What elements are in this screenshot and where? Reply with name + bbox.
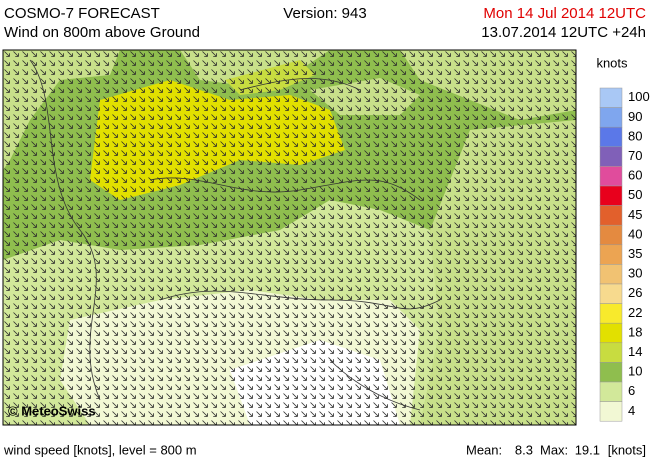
legend-swatch [599,126,623,148]
mean-label: Mean: [466,442,502,457]
legend-swatch [599,107,623,128]
run-time: 13.07.2014 12UTC +24h [481,24,646,41]
mean-value: 8.3 [515,442,533,457]
version: Version: 943 [283,5,366,22]
legend-swatch [599,87,623,108]
legend-label: 90 [628,109,642,124]
legend-swatch [599,322,623,344]
map-frame [2,49,577,426]
legend-swatch [599,146,623,167]
legend-label: 18 [628,324,642,339]
legend-label: 40 [628,226,642,241]
legend-label: 6 [628,383,635,398]
legend-swatch [599,283,623,304]
legend-label: 100 [628,89,650,104]
legend-swatch [599,244,623,265]
title: COSMO-7 FORECAST [4,5,160,22]
legend-label: 60 [628,168,642,183]
valid-time: Mon 14 Jul 2014 12UTC [483,5,646,22]
legend-swatch [599,166,623,187]
legend-swatch [599,185,623,206]
legend-label: 45 [628,207,642,222]
legend-swatch [599,342,623,363]
legend-title: knots [596,55,628,70]
legend-label: 22 [628,305,642,320]
legend-label: 26 [628,285,642,300]
copyright: © MeteoSwiss [8,403,96,418]
wind-arrows [3,50,576,425]
max-value: 19.1 [575,442,600,457]
legend-label: 14 [628,344,642,359]
legend-swatch [599,205,623,226]
legend-label: 4 [628,403,635,418]
unit: [knots] [608,442,646,457]
borders [29,59,441,411]
legend-swatch [599,381,623,402]
subtitle: Wind on 800m above Ground [4,24,200,41]
footer-description: wind speed [knots], level = 800 m [3,442,197,457]
legend-label: 30 [628,266,642,281]
legend-label: 80 [628,128,642,143]
legend-label: 70 [628,148,642,163]
legend-label: 50 [628,187,642,202]
legend-swatch [599,224,623,246]
map: © MeteoSwiss [3,50,576,425]
legend-swatch [599,264,623,285]
legend-swatch [599,401,623,422]
max-label: Max: [540,442,568,457]
legend-label: 10 [628,364,642,379]
legend: 100 90 80 70 60 50 45 40 35 30 26 22 18 14 10 6 4 [599,87,650,422]
legend-swatch [599,303,623,324]
legend-label: 35 [628,246,642,261]
legend-swatch [599,362,623,383]
